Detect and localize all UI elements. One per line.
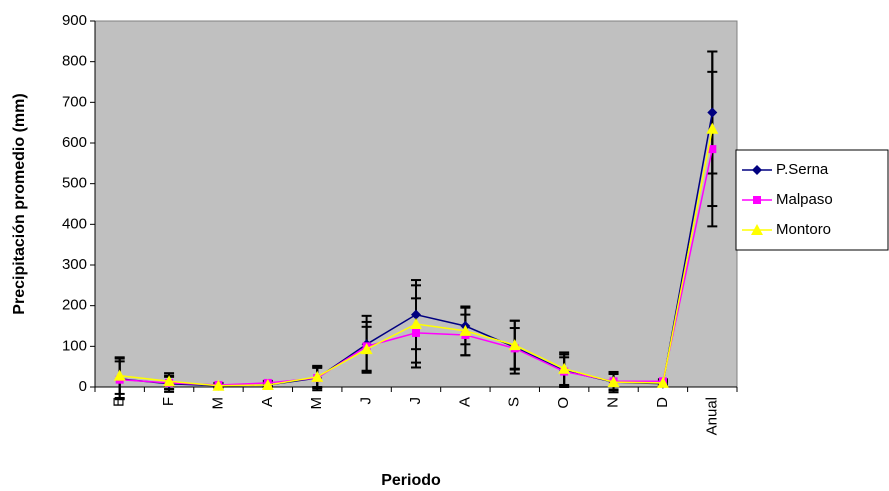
marker bbox=[311, 370, 324, 382]
y-tick-label: 400 bbox=[62, 215, 87, 232]
x-tick-label: N bbox=[605, 397, 622, 408]
marker bbox=[508, 339, 521, 351]
x-tick-label: J bbox=[358, 397, 375, 405]
marker bbox=[558, 362, 571, 374]
marker bbox=[261, 378, 274, 390]
marker bbox=[360, 343, 373, 355]
x-tick-label: F bbox=[160, 397, 177, 406]
x-tick-label: M bbox=[308, 397, 325, 410]
marker bbox=[753, 196, 761, 204]
x-tick-label: E bbox=[111, 397, 128, 407]
marker bbox=[411, 309, 421, 320]
marker bbox=[708, 145, 717, 154]
y-tick-label: 600 bbox=[62, 134, 87, 151]
x-axis-label: Periodo bbox=[381, 472, 441, 489]
marker bbox=[656, 376, 669, 388]
marker bbox=[752, 165, 762, 175]
x-tick-label: M bbox=[209, 397, 226, 410]
legend-label: Montoro bbox=[776, 221, 831, 238]
x-tick-label: D bbox=[654, 397, 671, 408]
y-tick-label: 100 bbox=[62, 337, 87, 354]
y-tick-label: 500 bbox=[62, 175, 87, 192]
marker bbox=[459, 324, 472, 336]
y-tick-label: 900 bbox=[62, 12, 87, 29]
marker bbox=[707, 107, 718, 118]
legend-label: Malpaso bbox=[776, 191, 833, 208]
marker bbox=[412, 328, 420, 337]
marker bbox=[163, 375, 176, 387]
y-tick-label: 300 bbox=[62, 256, 87, 273]
x-tick-label: Anual bbox=[703, 397, 720, 435]
marker bbox=[751, 224, 763, 235]
x-tick-label: J bbox=[407, 397, 424, 405]
y-tick-label: 200 bbox=[62, 297, 87, 314]
y-axis-label: Precipitación promedio (mm) bbox=[11, 93, 28, 314]
x-tick-label: A bbox=[259, 397, 276, 407]
marker bbox=[607, 376, 620, 388]
y-tick-label: 0 bbox=[79, 378, 87, 395]
marker bbox=[113, 369, 126, 381]
x-tick-label: S bbox=[506, 397, 523, 407]
x-tick-label: O bbox=[555, 397, 572, 409]
marker bbox=[706, 122, 719, 134]
marker bbox=[212, 379, 225, 391]
marker bbox=[410, 317, 422, 329]
legend-label: P.Serna bbox=[776, 161, 829, 178]
x-tick-label: A bbox=[456, 397, 473, 407]
y-tick-label: 700 bbox=[62, 93, 87, 110]
y-tick-label: 800 bbox=[62, 53, 87, 70]
